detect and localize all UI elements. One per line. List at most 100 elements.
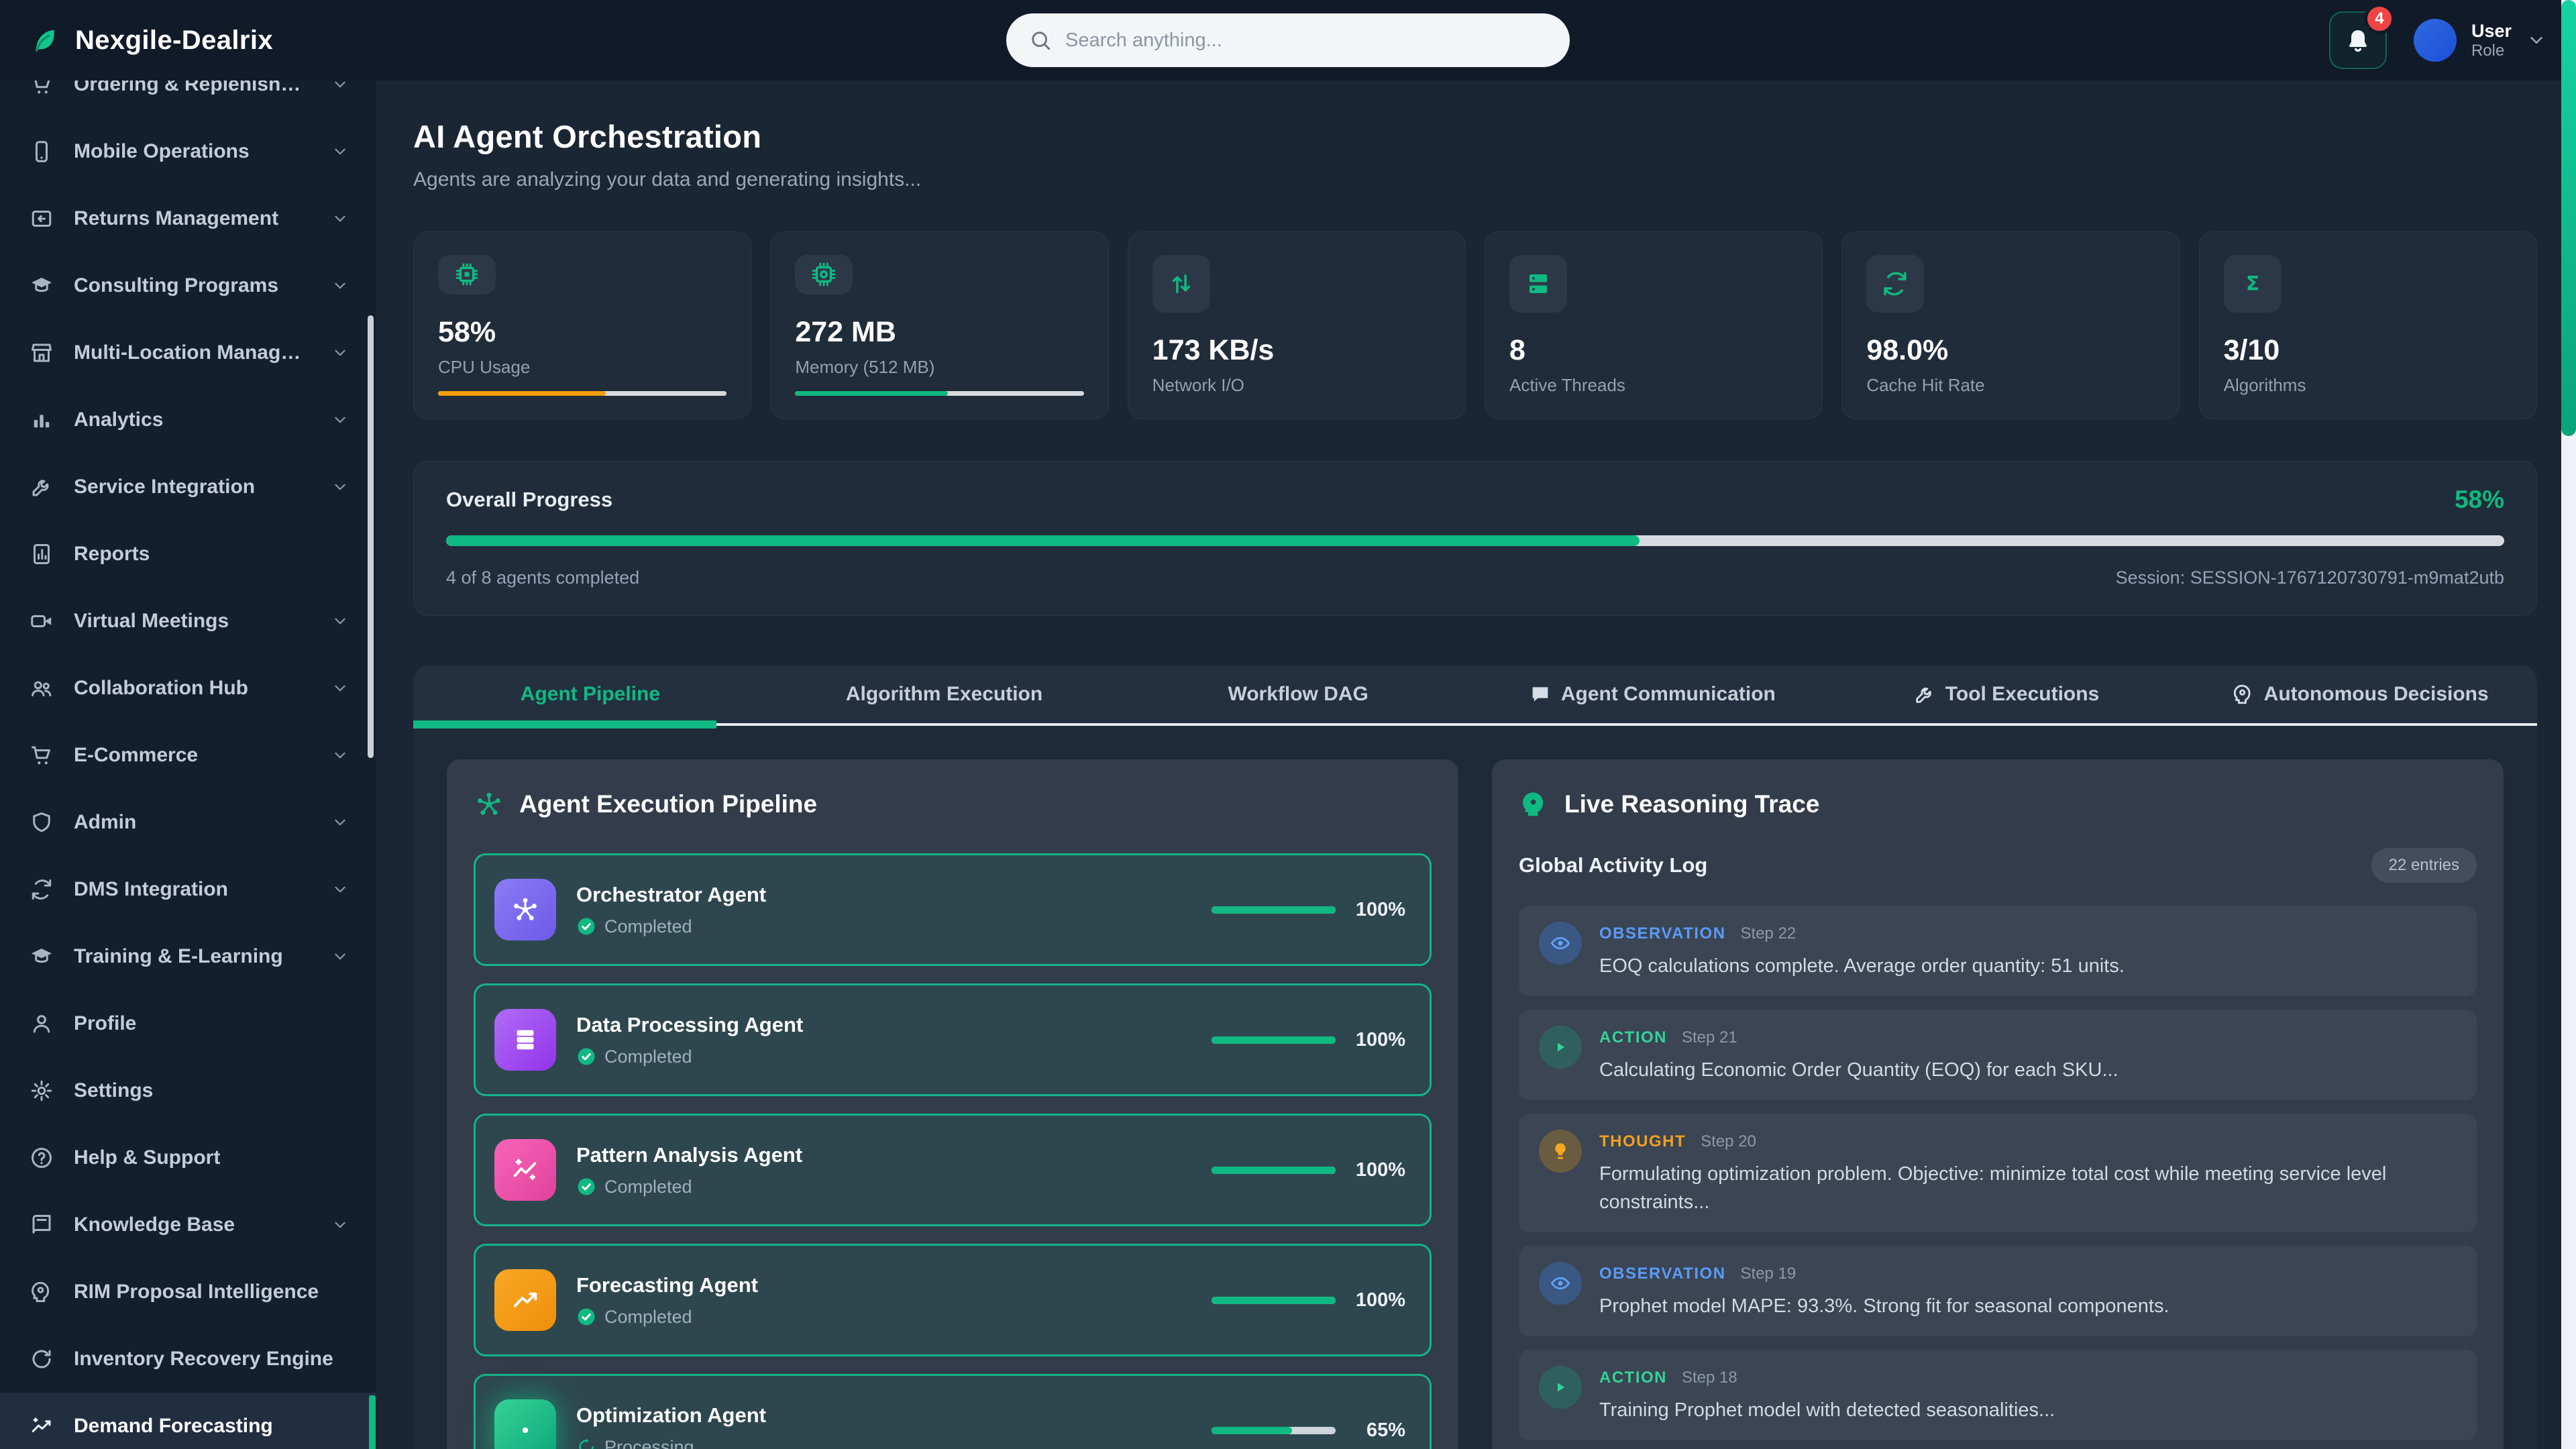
- log-entry-text: Training Prophet model with detected sea…: [1599, 1399, 2055, 1421]
- agent-progress-percent: 100%: [1355, 1159, 1405, 1181]
- tab-label: Algorithm Execution: [845, 683, 1043, 705]
- agent-status-text: Completed: [604, 916, 692, 936]
- metric-progress-track: [795, 390, 1084, 396]
- sidebar-scrollbar-thumb[interactable]: [368, 315, 374, 758]
- page-scrollbar-thumb[interactable]: [2561, 0, 2576, 436]
- sidebar-item[interactable]: Ordering & Replenishment: [0, 80, 376, 118]
- log-entry-step: Step 20: [1701, 1132, 1756, 1151]
- sidebar-item-label: RIM Proposal Intelligence: [74, 1281, 319, 1303]
- agent-icon: [494, 1269, 556, 1331]
- sidebar-item-icon: [30, 408, 54, 432]
- main-content: AI Agent Orchestration Agents are analyz…: [376, 80, 2576, 1449]
- sidebar-item-label: Ordering & Replenishment: [74, 80, 311, 95]
- sidebar-item-label: Returns Management: [74, 207, 279, 229]
- sidebar-item-icon: [30, 810, 54, 835]
- sidebar-item[interactable]: Help & Support: [0, 1124, 376, 1191]
- sidebar-item[interactable]: Collaboration Hub: [0, 655, 376, 722]
- search-input[interactable]: [1065, 29, 1547, 52]
- sidebar-item[interactable]: Profile: [0, 990, 376, 1057]
- agent-status-text: Completed: [604, 1046, 692, 1067]
- page-scrollbar[interactable]: [2561, 0, 2576, 1449]
- sidebar-item[interactable]: Multi-Location Management: [0, 319, 376, 386]
- notifications-button[interactable]: 4: [2328, 3, 2395, 69]
- sidebar-item-label: DMS Integration: [74, 878, 228, 900]
- sidebar-item-label: Settings: [74, 1079, 154, 1102]
- sidebar-item[interactable]: Analytics: [0, 386, 376, 453]
- sidebar-item-icon: [30, 1012, 54, 1036]
- sidebar-item-label: Demand Forecasting: [74, 1415, 273, 1437]
- sidebar-item[interactable]: Consulting Programs: [0, 252, 376, 319]
- hub-icon: [474, 789, 504, 820]
- avatar: [2413, 19, 2457, 62]
- sidebar-item[interactable]: Inventory Recovery Engine: [0, 1326, 376, 1393]
- sidebar-item[interactable]: Returns Management: [0, 185, 376, 252]
- sidebar-item[interactable]: Knowledge Base: [0, 1191, 376, 1258]
- sidebar-item-icon: [30, 1347, 54, 1371]
- agent-name: Forecasting Agent: [576, 1273, 758, 1297]
- sidebar-item-icon: [30, 1146, 54, 1170]
- sidebar-item[interactable]: DMS Integration: [0, 856, 376, 923]
- metric-label: Network I/O: [1152, 375, 1244, 395]
- metric-value: 8: [1509, 334, 1525, 366]
- tab[interactable]: Workflow DAG: [1121, 665, 1475, 723]
- sidebar-item[interactable]: Reports: [0, 521, 376, 588]
- log-entry: THOUGHT Step 20 Formulating optimization…: [1519, 1114, 2477, 1232]
- agent-status-text: Completed: [604, 1176, 692, 1197]
- sidebar-item[interactable]: Admin: [0, 789, 376, 856]
- chevron-down-icon: [331, 814, 349, 831]
- pipeline-panel-title: Agent Execution Pipeline: [519, 790, 818, 818]
- sidebar-item-icon: [30, 1213, 54, 1237]
- sidebar-item-icon: [30, 609, 54, 633]
- sidebar-item-label: Service Integration: [74, 476, 256, 498]
- metric-cards: 58% CPU Usage 272 MB Memory (512 MB): [413, 231, 2537, 419]
- sidebar-item[interactable]: Demand Forecasting: [0, 1393, 376, 1449]
- sidebar-item-label: Help & Support: [74, 1146, 221, 1169]
- notification-badge: 4: [2363, 3, 2395, 34]
- sidebar-item[interactable]: Virtual Meetings: [0, 588, 376, 655]
- log-entry-text: Formulating optimization problem. Object…: [1599, 1163, 2387, 1213]
- sidebar-item-label: Consulting Programs: [74, 274, 279, 297]
- sidebar-item-label: Profile: [74, 1012, 137, 1034]
- chevron-down-icon: [331, 344, 349, 362]
- agent-status-text: Processing: [604, 1436, 694, 1449]
- tab-label: Tool Executions: [1945, 683, 2100, 705]
- log-entry: ACTION Step 21 Calculating Economic Orde…: [1519, 1010, 2477, 1101]
- sidebar-item[interactable]: Settings: [0, 1057, 376, 1124]
- user-menu[interactable]: User Role: [2413, 19, 2546, 62]
- tab[interactable]: Algorithm Execution: [767, 665, 1122, 723]
- tab-content: Agent Execution Pipeline Orchestrator Ag…: [413, 726, 2537, 1449]
- metric-icon: [1881, 270, 1909, 298]
- tab[interactable]: Tool Executions: [1829, 665, 2184, 723]
- sidebar-item[interactable]: Mobile Operations: [0, 118, 376, 185]
- metric-label: Memory (512 MB): [795, 356, 935, 377]
- tab[interactable]: Agent Pipeline: [413, 665, 767, 723]
- tab[interactable]: Agent Communication: [1475, 665, 1829, 723]
- tab-label: Workflow DAG: [1228, 683, 1368, 705]
- agent-status-icon: [576, 1437, 596, 1449]
- agent-row: Data Processing Agent Completed: [474, 983, 1432, 1096]
- sidebar-item[interactable]: E-Commerce: [0, 722, 376, 789]
- entries-count-badge: 22 entries: [2371, 848, 2477, 883]
- agent-status-icon: [576, 1046, 596, 1067]
- user-name: User: [2471, 20, 2512, 41]
- agent-progress-fill: [1212, 1426, 1293, 1434]
- search-bar[interactable]: [1006, 13, 1570, 67]
- sidebar-item[interactable]: Training & E-Learning: [0, 923, 376, 990]
- metric-card: 173 KB/s Network I/O: [1127, 231, 1466, 419]
- topbar: Nexgile-Dealrix 4 User Role: [0, 0, 2576, 80]
- metric-label: CPU Usage: [438, 356, 531, 377]
- sidebar-item-icon: [30, 341, 54, 365]
- sidebar-item-icon: [30, 1414, 54, 1438]
- log-entry-step: Step 18: [1682, 1368, 1737, 1387]
- agent-list: Orchestrator Agent Completed: [474, 853, 1432, 1449]
- agent-icon: [494, 879, 556, 941]
- sidebar-item[interactable]: Service Integration: [0, 453, 376, 521]
- metric-icon: [1167, 270, 1195, 298]
- shell: Ordering & Replenishment Mobile Operatio…: [0, 80, 2576, 1449]
- metric-card: Σ 3/10 Algorithms: [2198, 231, 2537, 419]
- sidebar-item[interactable]: RIM Proposal Intelligence: [0, 1258, 376, 1326]
- sidebar-item-label: E-Commerce: [74, 744, 199, 766]
- agent-progress-fill: [1212, 906, 1336, 914]
- chevron-down-icon: [331, 80, 349, 93]
- tab[interactable]: Autonomous Decisions: [2183, 665, 2537, 723]
